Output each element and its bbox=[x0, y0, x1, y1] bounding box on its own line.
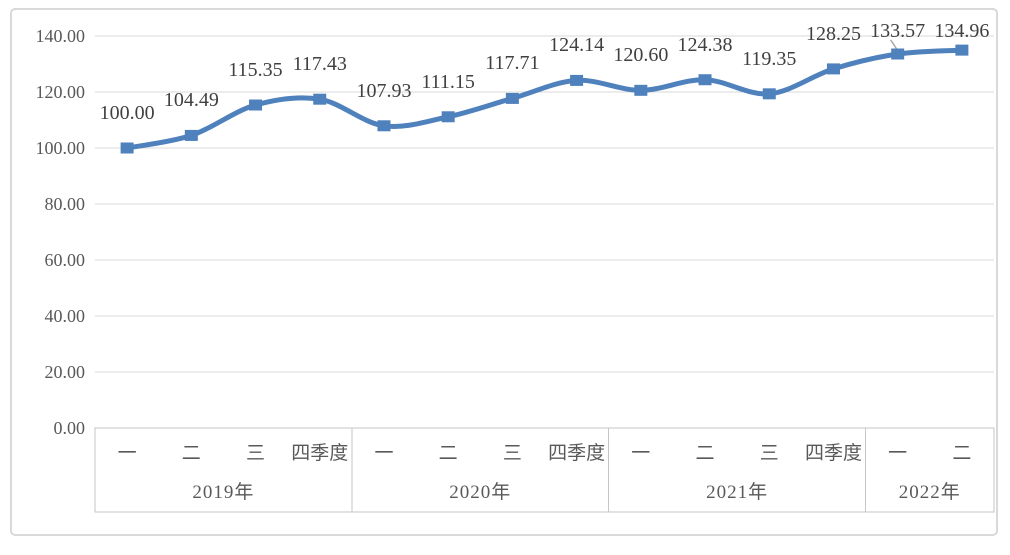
data-point-marker bbox=[762, 88, 776, 100]
data-point-marker bbox=[955, 44, 969, 56]
data-point-marker bbox=[698, 74, 712, 86]
data-point-marker bbox=[634, 84, 648, 96]
data-point-marker bbox=[313, 93, 327, 105]
data-point-marker bbox=[249, 99, 263, 111]
data-point-marker bbox=[184, 129, 198, 141]
data-point-marker bbox=[891, 48, 905, 60]
data-point-marker bbox=[120, 142, 134, 154]
data-point-marker bbox=[570, 74, 584, 86]
data-point-marker bbox=[441, 111, 455, 123]
data-point-marker bbox=[826, 63, 840, 75]
data-point-marker bbox=[505, 92, 519, 104]
category-axis-box bbox=[94, 427, 995, 513]
chart-frame bbox=[10, 8, 998, 536]
data-point-marker bbox=[377, 120, 391, 132]
